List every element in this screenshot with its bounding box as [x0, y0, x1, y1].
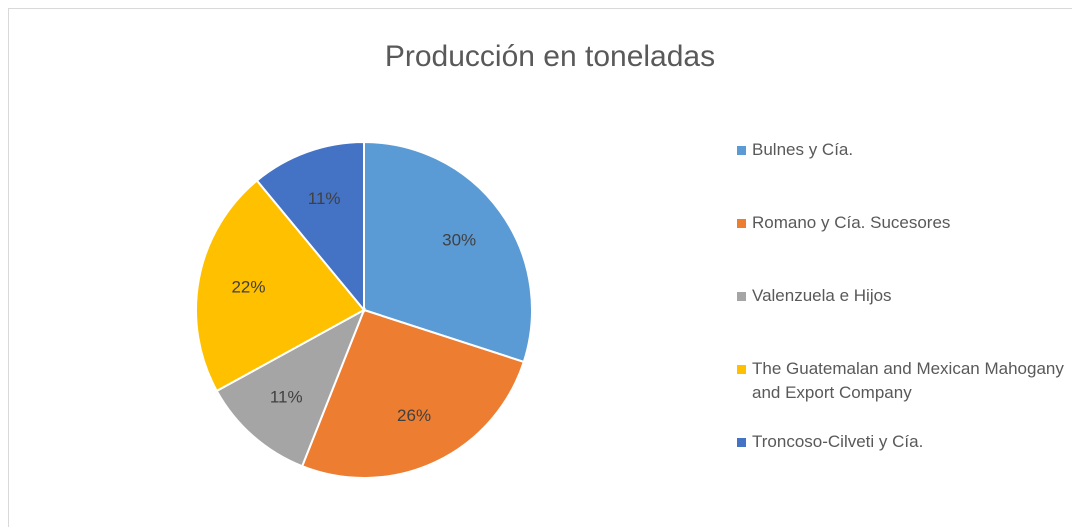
- data-label: 11%: [270, 388, 303, 407]
- pie-slice: [300, 308, 526, 479]
- pie-slice: [363, 140, 533, 364]
- chart-title: Producción en toneladas: [385, 40, 715, 73]
- legend-item: Valenzuela e Hijos: [737, 284, 1067, 308]
- legend-swatch: [737, 292, 746, 301]
- legend-label: The Guatemalan and Mexican Mahogany and …: [752, 359, 1064, 402]
- chart-frame: [8, 8, 1072, 527]
- legend-item: Bulnes y Cía.: [737, 138, 1067, 162]
- legend-label: Troncoso-Cilveti y Cía.: [752, 432, 924, 451]
- pie-slice: [195, 179, 366, 393]
- legend-item: Romano y Cía. Sucesores: [737, 211, 1067, 235]
- legend-label: Bulnes y Cía.: [752, 140, 854, 159]
- data-label: 26%: [397, 406, 431, 425]
- pie-slice: [215, 307, 366, 468]
- data-label: 11%: [308, 189, 341, 208]
- legend-item: The Guatemalan and Mexican Mahogany and …: [737, 357, 1067, 405]
- legend-label: Valenzuela e Hijos: [752, 286, 892, 305]
- pie-slice: [255, 140, 365, 313]
- data-label: 30%: [442, 230, 476, 249]
- legend-item: Troncoso-Cilveti y Cía.: [737, 430, 1067, 454]
- legend-swatch: [737, 365, 746, 374]
- legend-swatch: [737, 438, 746, 447]
- legend-swatch: [737, 146, 746, 155]
- legend-swatch: [737, 219, 746, 228]
- legend-label: Romano y Cía. Sucesores: [752, 213, 951, 232]
- data-label: 22%: [231, 277, 265, 296]
